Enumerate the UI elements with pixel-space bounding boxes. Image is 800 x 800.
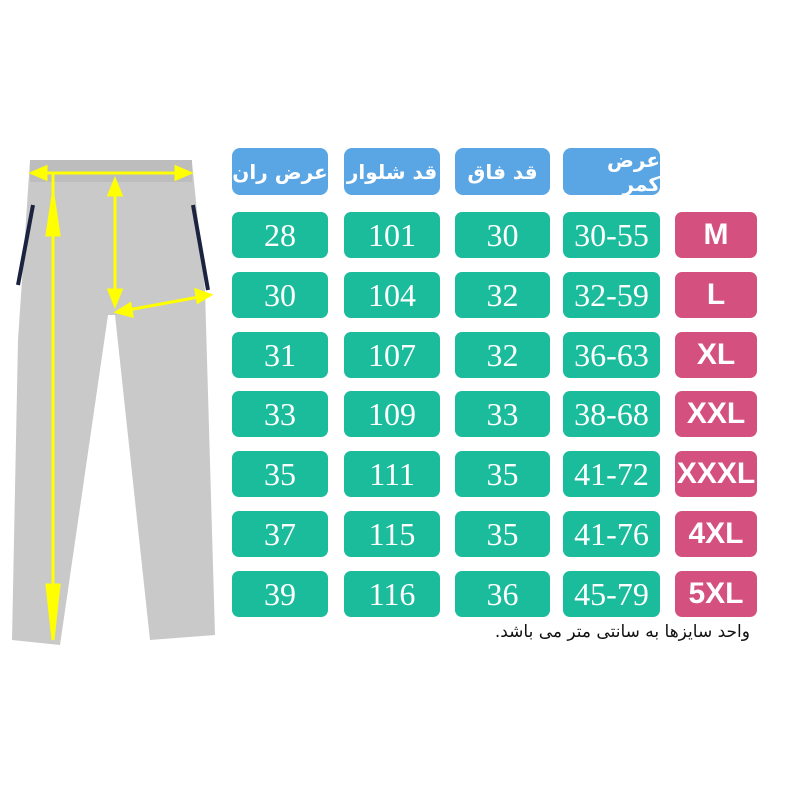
cell-length: 101 — [344, 212, 440, 258]
cell-length: 116 — [344, 571, 440, 617]
header-pants-length: قد شلوار — [344, 148, 440, 195]
cell-crotch: 32 — [455, 272, 550, 318]
size-label: XXL — [675, 391, 757, 437]
cell-waist: 30-55 — [563, 212, 660, 258]
cell-thigh: 30 — [232, 272, 328, 318]
cell-waist: 41-76 — [563, 511, 660, 557]
waistband — [30, 160, 192, 182]
left-pocket — [16, 204, 35, 286]
right-pocket — [191, 204, 210, 291]
cell-waist: 36-63 — [563, 332, 660, 378]
measurement-arrows — [28, 164, 214, 641]
cell-waist: 45-79 — [563, 571, 660, 617]
cell-length: 104 — [344, 272, 440, 318]
cell-waist: 38-68 — [563, 391, 660, 437]
cell-crotch: 35 — [455, 451, 550, 497]
pants-measurement-illustration — [12, 160, 215, 645]
cell-crotch: 36 — [455, 571, 550, 617]
cell-crotch: 35 — [455, 511, 550, 557]
cell-crotch: 30 — [455, 212, 550, 258]
size-label: 5XL — [675, 571, 757, 617]
cell-crotch: 32 — [455, 332, 550, 378]
cell-length: 109 — [344, 391, 440, 437]
cell-crotch: 33 — [455, 391, 550, 437]
cell-length: 115 — [344, 511, 440, 557]
header-waist-width: عرض کمر — [563, 148, 660, 196]
cell-waist: 41-72 — [563, 451, 660, 497]
cell-thigh: 31 — [232, 332, 328, 378]
size-label: XXXL — [675, 451, 757, 497]
size-label: 4XL — [675, 511, 757, 557]
cell-thigh: 33 — [232, 391, 328, 437]
header-thigh-width: عرض ران — [232, 148, 328, 195]
cell-thigh: 35 — [232, 451, 328, 497]
size-label: L — [675, 272, 757, 318]
cell-thigh: 28 — [232, 212, 328, 258]
cell-length: 107 — [344, 332, 440, 378]
size-label: M — [675, 212, 757, 258]
header-crotch-length: قد فاق — [455, 148, 550, 195]
size-label: XL — [675, 332, 757, 378]
cell-length: 111 — [344, 451, 440, 497]
cell-thigh: 37 — [232, 511, 328, 557]
units-note: واحد سایزها به سانتی متر می باشد. — [494, 622, 750, 642]
cell-waist: 32-59 — [563, 272, 660, 318]
cell-thigh: 39 — [232, 571, 328, 617]
pants-image — [12, 160, 215, 645]
